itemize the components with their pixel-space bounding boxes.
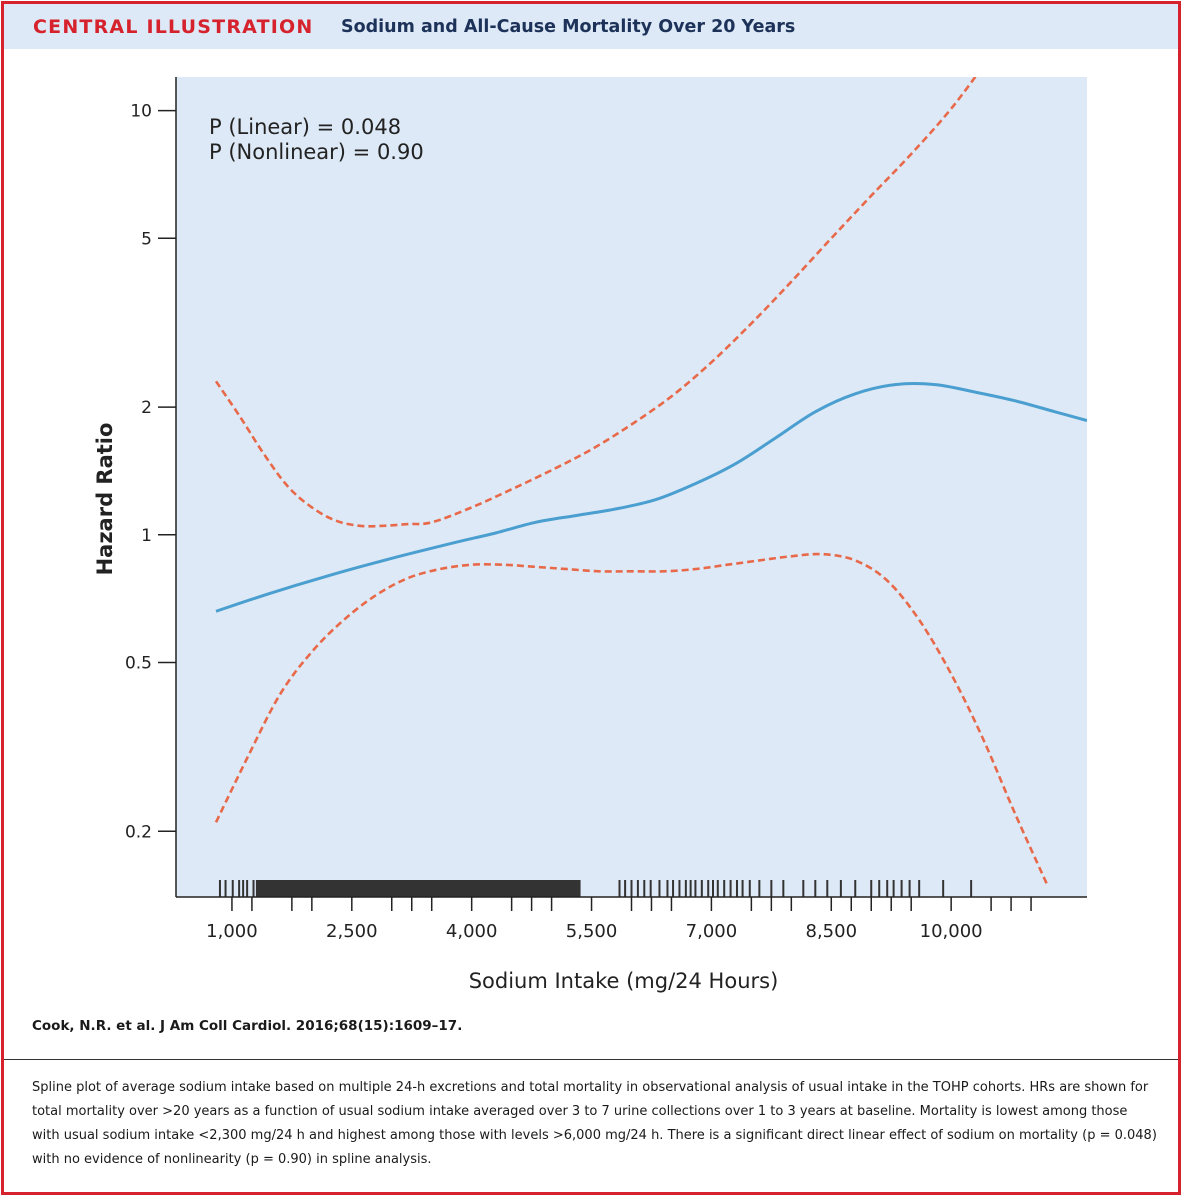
y-tick-label: 10 (130, 102, 152, 122)
y-tick-label: 0.5 (125, 653, 152, 673)
rug-dense-band (255, 880, 580, 897)
rug-plot (218, 880, 973, 897)
x-tick-label: 1,000 (206, 921, 258, 942)
plot-area (176, 77, 1087, 897)
x-axis-title: Sodium Intake (mg/24 Hours) (469, 969, 779, 993)
y-tick-label: 1 (141, 526, 152, 546)
spline-chart: 10 5 2 1 0.5 0.2 1,000 2,500 4,000 5,500 7,000 8,5… (93, 77, 1087, 993)
x-tick-label: 4,000 (446, 921, 498, 942)
series-layer (214, 77, 1087, 885)
series-group (214, 77, 1087, 885)
series-lower-ci (214, 552, 1049, 885)
figure-title: Sodium and All-Cause Mortality Over 20 Y… (341, 17, 796, 37)
series-upper-ci (214, 77, 977, 528)
x-tick-label: 2,500 (326, 921, 378, 942)
x-tick-label: 5,500 (566, 921, 618, 942)
x-tick-label: 7,000 (686, 921, 738, 942)
figure-header: CENTRAL ILLUSTRATION Sodium and All-Caus… (4, 4, 1178, 49)
x-tick-label: 8,500 (806, 921, 858, 942)
y-axis: 10 5 2 1 0.5 0.2 (125, 77, 177, 897)
y-axis-title: Hazard Ratio (93, 423, 117, 576)
figure-caption: Spline plot of average sodium intake bas… (32, 1080, 1157, 1167)
x-tick-label: 10,000 (920, 921, 983, 942)
annotation-p-nonlinear: P (Nonlinear) = 0.90 (209, 140, 424, 164)
x-axis: 1,000 2,500 4,000 5,500 7,000 8,500 10,000 (176, 896, 1087, 942)
divider (4, 1059, 1178, 1060)
y-tick-label: 0.2 (125, 822, 152, 842)
citation: Cook, N.R. et al. J Am Coll Cardiol. 201… (32, 1018, 463, 1034)
series-estimate (215, 382, 1087, 613)
annotation-p-linear: P (Linear) = 0.048 (209, 115, 401, 139)
y-tick-label: 5 (141, 229, 152, 249)
y-tick-label: 2 (141, 398, 152, 418)
header-label: CENTRAL ILLUSTRATION (33, 16, 314, 38)
